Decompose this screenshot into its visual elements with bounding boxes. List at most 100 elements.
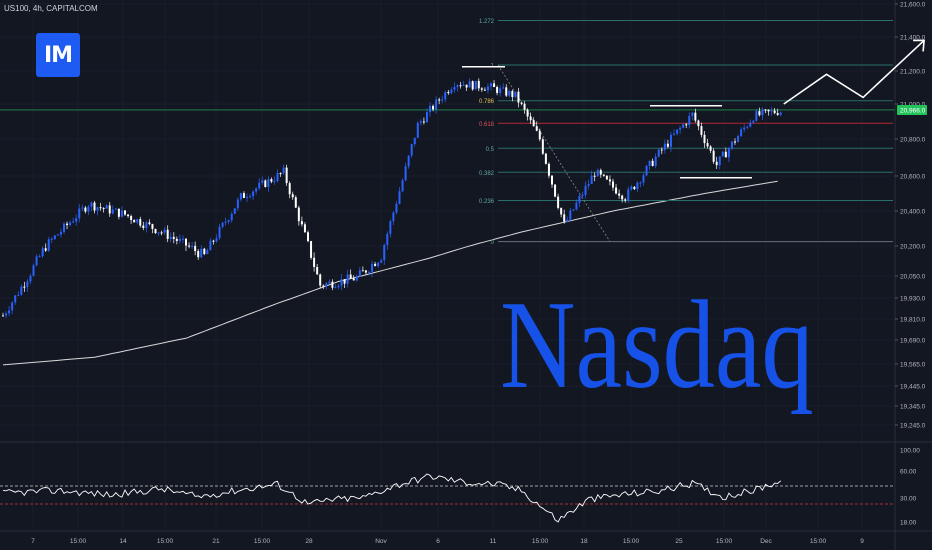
candle-body-92 xyxy=(282,167,285,174)
candle-body-160 xyxy=(490,83,492,87)
candle-body-105 xyxy=(322,285,325,287)
candle-body-233 xyxy=(712,150,715,162)
time-axis[interactable]: 7 15:00 14 15:00 21 15:00 28 Nov 6 11 15:00 18 15:00… xyxy=(31,538,864,545)
moving-average-line xyxy=(2,180,778,366)
candle-body-176 xyxy=(538,130,541,140)
candle-body-162 xyxy=(496,87,499,93)
candle-body-131 xyxy=(401,180,404,192)
candle-body-82 xyxy=(252,191,255,197)
candle-body-8 xyxy=(26,281,29,287)
time-tick-label-6: 28 xyxy=(305,538,313,545)
candle-body-47 xyxy=(145,222,148,228)
candle-body-30 xyxy=(93,202,96,211)
candle-body-199 xyxy=(608,179,611,182)
candle-body-193 xyxy=(590,175,593,184)
candle-body-238 xyxy=(727,148,730,158)
candle-body-33 xyxy=(102,207,105,209)
candle-body-185 xyxy=(566,219,569,222)
symbol-title: US100, 4h, CAPITALCOM xyxy=(4,4,98,13)
candle-body-151 xyxy=(462,84,465,86)
candle-body-197 xyxy=(602,174,605,176)
candle-body-228 xyxy=(697,120,700,127)
price-tick-label-1: 21,400.0 xyxy=(900,35,926,42)
candle-body-245 xyxy=(749,122,752,127)
time-tick-label-12: 15:00 xyxy=(623,538,640,545)
candle-body-45 xyxy=(139,219,142,226)
horizontal-levels[interactable] xyxy=(0,66,895,179)
candle-body-141 xyxy=(432,105,435,110)
price-tick-label-7: 20,200.0 xyxy=(900,244,926,251)
candle-body-221 xyxy=(676,129,679,134)
price-axis[interactable]: 21,600.021,400.021,200.021,000.020,800.0… xyxy=(895,2,927,527)
candle-body-244 xyxy=(746,126,749,128)
candle-body-117 xyxy=(358,270,361,277)
candle-body-227 xyxy=(694,112,697,121)
candle-body-9 xyxy=(29,275,32,282)
candle-body-3 xyxy=(11,302,14,311)
candle-body-212 xyxy=(648,160,651,166)
rsi-line xyxy=(2,473,782,523)
candle-body-149 xyxy=(456,85,459,88)
brand-logo: IM xyxy=(36,33,80,77)
projection-arrow[interactable] xyxy=(783,39,925,105)
candle-body-137 xyxy=(419,121,422,123)
candle-body-163 xyxy=(499,88,502,93)
candle-body-90 xyxy=(276,173,279,182)
candle-body-66 xyxy=(203,248,206,255)
candle-body-242 xyxy=(740,129,743,137)
candle-body-113 xyxy=(346,274,349,284)
candle-body-67 xyxy=(206,250,209,255)
rsi-tick-label-2: 30.00 xyxy=(900,496,917,503)
candle-body-203 xyxy=(621,195,624,200)
candle-body-225 xyxy=(688,115,691,125)
candle-body-79 xyxy=(242,193,245,198)
candle-body-226 xyxy=(691,112,694,116)
candle-body-94 xyxy=(288,183,291,195)
candle-body-220 xyxy=(673,133,675,135)
candle-body-58 xyxy=(178,238,181,241)
candle-body-83 xyxy=(255,188,258,192)
candle-body-145 xyxy=(444,92,447,100)
candle-body-2 xyxy=(8,310,11,314)
candle-body-103 xyxy=(316,267,319,275)
time-tick-label-11: 18 xyxy=(580,538,588,545)
candle-body-64 xyxy=(197,251,200,258)
candle-body-147 xyxy=(450,89,453,94)
candle-body-230 xyxy=(703,134,706,144)
candle-body-248 xyxy=(758,111,761,116)
candle-body-202 xyxy=(618,193,621,196)
candle-body-138 xyxy=(422,121,425,123)
price-tick-label-8: 20,050.0 xyxy=(900,274,926,281)
rsi-pane xyxy=(0,473,895,523)
candle-body-5 xyxy=(17,294,20,296)
candle-body-249 xyxy=(761,109,764,116)
candle-body-31 xyxy=(96,207,99,211)
candle-body-109 xyxy=(334,287,337,289)
candle-body-74 xyxy=(227,220,230,222)
candle-body-158 xyxy=(483,89,486,91)
candle-body-150 xyxy=(459,85,462,87)
candle-body-179 xyxy=(547,163,550,176)
candle-body-127 xyxy=(389,221,392,234)
candle-body-37 xyxy=(114,208,117,210)
candle-body-130 xyxy=(398,191,401,204)
price-tick-label-12: 19,565.0 xyxy=(900,362,926,369)
candle-body-17 xyxy=(53,235,56,240)
candle-body-40 xyxy=(124,210,126,215)
candle-body-129 xyxy=(395,203,398,213)
candle-body-167 xyxy=(511,90,514,97)
candle-body-196 xyxy=(599,169,602,175)
candle-body-18 xyxy=(56,234,59,236)
candle-body-126 xyxy=(386,233,389,245)
fib-label-0: 0 xyxy=(491,240,495,246)
candle-body-11 xyxy=(35,256,38,266)
candle-body-51 xyxy=(157,232,160,234)
candle-body-175 xyxy=(535,126,538,131)
candle-body-155 xyxy=(474,80,477,90)
rsi-tick-label-0: 100.00 xyxy=(900,448,920,455)
candle-body-217 xyxy=(663,143,666,150)
candle-body-187 xyxy=(572,209,575,211)
